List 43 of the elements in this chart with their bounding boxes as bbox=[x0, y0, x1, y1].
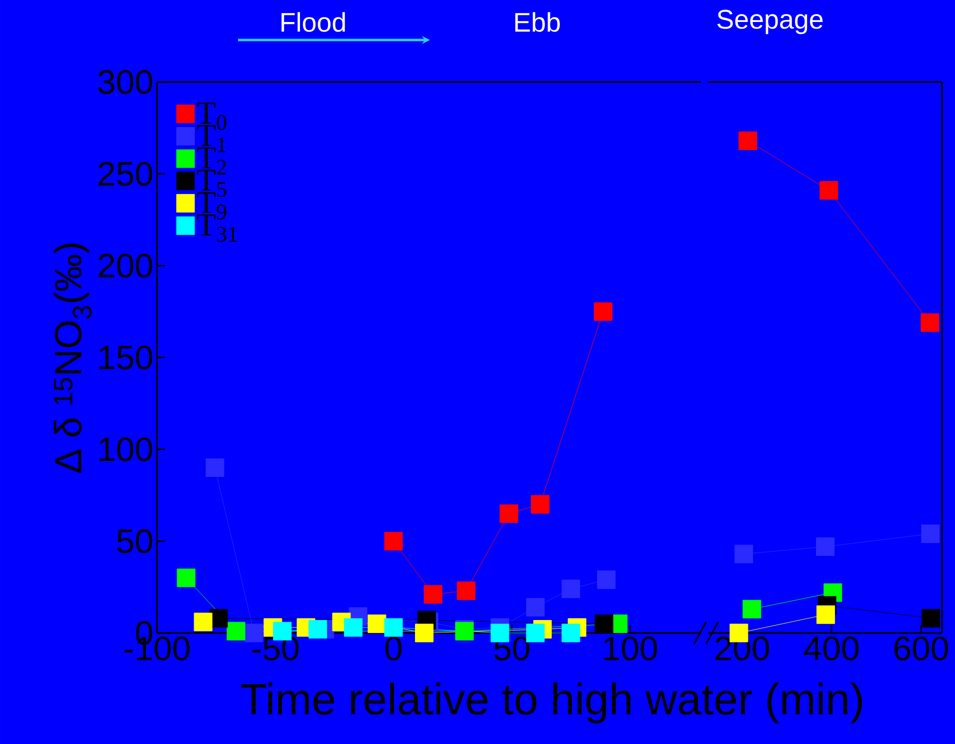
x-axis-title: Time relative to high water (min) bbox=[241, 682, 862, 724]
point bbox=[456, 581, 476, 600]
point bbox=[738, 132, 758, 150]
point bbox=[500, 504, 518, 523]
x-tick-label: 400 bbox=[804, 636, 858, 660]
point bbox=[530, 495, 550, 514]
point bbox=[308, 620, 328, 639]
point bbox=[921, 524, 940, 544]
y-axis-title: Δ δ $^{15}$NO$_{3}$(‰) bbox=[54, 244, 92, 473]
point bbox=[562, 580, 580, 598]
x-tick-label: 100 bbox=[604, 636, 657, 660]
x-tick-label: 600 bbox=[894, 636, 948, 660]
point bbox=[920, 313, 940, 332]
point bbox=[424, 585, 442, 604]
y-tick-label: 250 bbox=[98, 162, 152, 186]
y-tick-label: 200 bbox=[98, 254, 152, 278]
text: Seepage bbox=[717, 10, 823, 34]
point bbox=[368, 614, 386, 634]
point bbox=[206, 458, 224, 477]
y-tick-label: 150 bbox=[100, 345, 152, 370]
point bbox=[384, 618, 403, 637]
point bbox=[734, 544, 754, 564]
point bbox=[384, 532, 403, 550]
point bbox=[594, 614, 614, 634]
point bbox=[816, 605, 835, 624]
point bbox=[742, 600, 762, 618]
y-tick-label: 50 bbox=[117, 529, 152, 554]
point bbox=[176, 568, 196, 588]
point bbox=[562, 624, 580, 642]
text: Flood bbox=[282, 12, 345, 32]
point bbox=[816, 537, 835, 556]
text: Ebb bbox=[515, 12, 560, 32]
point bbox=[344, 618, 363, 637]
point bbox=[194, 612, 212, 632]
point bbox=[526, 598, 545, 617]
x-tick-label: 0 bbox=[385, 636, 402, 660]
point bbox=[597, 570, 616, 589]
y-tick-label: 300 bbox=[98, 70, 152, 94]
point bbox=[820, 181, 838, 200]
point bbox=[226, 622, 246, 640]
point bbox=[922, 609, 940, 628]
point bbox=[594, 302, 612, 321]
y-tick-label: 100 bbox=[100, 437, 152, 462]
